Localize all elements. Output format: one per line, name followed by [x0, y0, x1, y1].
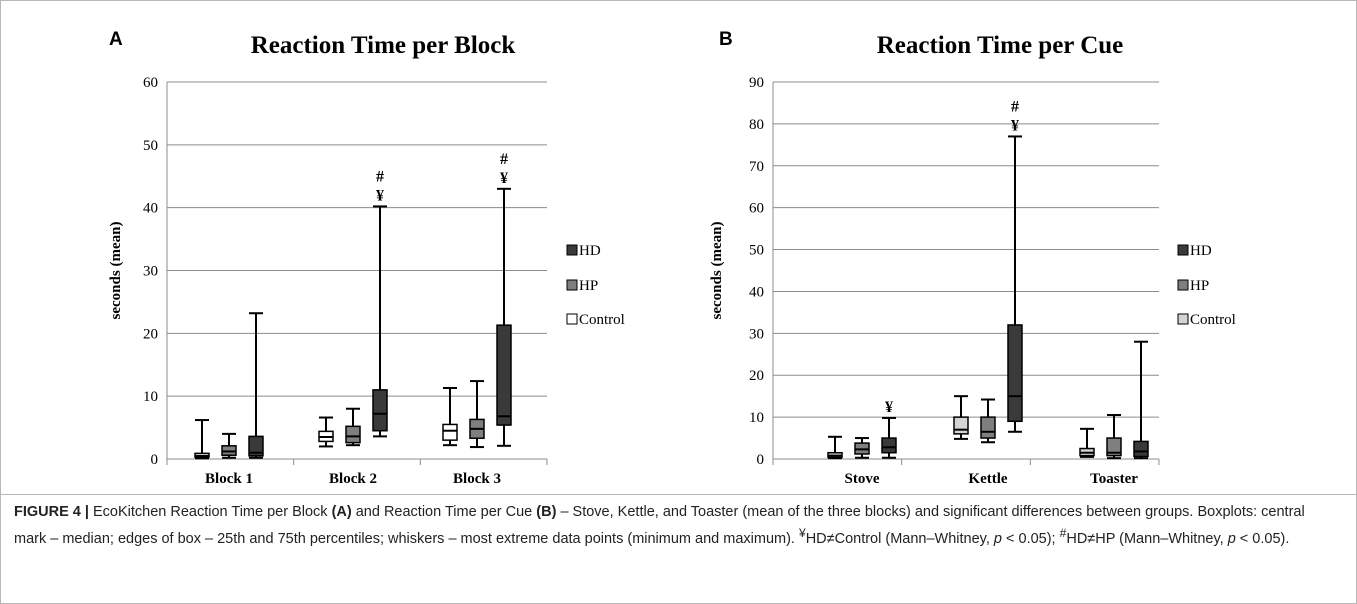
caption-part1: EcoKitchen Reaction Time per Block: [93, 504, 328, 520]
caption-panel-b-ref: (B): [536, 504, 557, 520]
x-category-label: Block 2: [329, 471, 377, 487]
figure-caption: FIGURE 4 | EcoKitchen Reaction Time per …: [14, 502, 1339, 550]
y-axis-label: seconds (mean): [709, 222, 725, 320]
y-tick-label: 30: [143, 264, 158, 280]
y-tick-label: 0: [757, 452, 765, 468]
caption-part2: and Reaction Time per Cue: [355, 504, 533, 520]
boxplot-hd: [496, 187, 512, 447]
box: [345, 425, 361, 444]
box: [881, 437, 897, 454]
legend-entry: Control: [579, 312, 625, 328]
caption-p-symbol: p: [993, 530, 1002, 547]
boxplot-hp: [854, 437, 870, 459]
x-category-label: Block 3: [453, 471, 501, 487]
boxplot-hp: [1106, 414, 1122, 460]
box: [496, 324, 512, 426]
box: [953, 416, 969, 435]
significance-mark: ¥: [500, 170, 508, 187]
y-tick-label: 10: [749, 410, 764, 426]
panel-letter: A: [109, 29, 123, 50]
y-tick-label: 30: [749, 326, 764, 342]
caption-label: FIGURE 4 |: [14, 504, 89, 520]
boxplot-control: [1079, 427, 1095, 458]
caption-part3: – Stove, Kettle, and Toaster (mean of th…: [14, 504, 1305, 547]
legend-entry: HD: [579, 243, 601, 259]
box: [1007, 324, 1023, 423]
significance-mark: #: [376, 168, 384, 185]
legend-entry: HP: [1190, 278, 1209, 294]
caption-part7: < 0.05).: [1239, 530, 1290, 547]
chart-title: Reaction Time per Cue: [877, 32, 1124, 59]
y-tick-label: 80: [749, 117, 764, 133]
figure-charts: A Reaction Time per Block 0 10 20 30 40 50 60 sec…: [108, 29, 1236, 487]
box: [372, 389, 388, 432]
significance-mark: #: [1011, 98, 1019, 115]
box: [1133, 440, 1149, 458]
y-tick-label: 60: [143, 75, 158, 91]
significance-mark: #: [500, 151, 508, 168]
panel-letter: B: [719, 29, 733, 50]
caption-yen-mark: ¥: [798, 526, 806, 540]
x-category-label: Block 1: [205, 471, 253, 487]
y-tick-label: 20: [143, 326, 158, 342]
caption-part5: < 0.05);: [1006, 530, 1056, 547]
legend-swatch: [566, 313, 578, 325]
significance-mark: ¥: [376, 187, 384, 204]
box: [980, 416, 996, 439]
legend-swatch: [566, 244, 578, 256]
caption-panel-a-ref: (A): [331, 504, 352, 520]
x-category-label: Toaster: [1090, 471, 1138, 487]
caption-p-symbol-2: p: [1227, 530, 1236, 547]
y-axis-label: seconds (mean): [108, 222, 124, 320]
y-tick-label: 90: [749, 75, 764, 91]
chart-panel-a: A Reaction Time per Block 0 10 20 30 40 50 60 sec…: [108, 29, 625, 487]
boxplot-control: [827, 435, 843, 460]
x-category-label: Stove: [845, 471, 880, 487]
legend-swatch: [1177, 279, 1189, 291]
chart-title: Reaction Time per Block: [251, 32, 516, 59]
boxplot-control: [953, 395, 969, 440]
boxplot-control: [194, 419, 210, 460]
box: [248, 435, 264, 457]
y-tick-label: 20: [749, 368, 764, 384]
legend-entry: Control: [1190, 312, 1236, 328]
boxplot-hd: [881, 416, 897, 459]
y-tick-label: 50: [749, 243, 764, 259]
legend-entry: HP: [579, 278, 598, 294]
boxplot-hd: [1133, 340, 1149, 460]
caption-part4: HD≠Control (Mann–Whitney,: [805, 530, 990, 547]
caption-hash-mark: #: [1059, 526, 1067, 540]
y-tick-label: 40: [749, 284, 764, 300]
boxplot-hd: [248, 312, 264, 459]
boxplot-control: [442, 386, 458, 447]
boxplot-hp: [980, 398, 996, 444]
y-tick-label: 0: [151, 452, 159, 468]
boxplot-hp: [345, 407, 361, 447]
y-tick-label: 40: [143, 201, 158, 217]
boxplot-hd: [372, 205, 388, 438]
caption-divider: [1, 494, 1356, 495]
caption-part6: HD≠HP (Mann–Whitney,: [1066, 530, 1224, 547]
legend-swatch: [1177, 313, 1189, 325]
boxplot-control: [318, 416, 334, 448]
significance-mark: ¥: [1011, 117, 1019, 134]
y-tick-label: 70: [749, 159, 764, 175]
legend-entry: HD: [1190, 243, 1212, 259]
y-tick-label: 60: [749, 201, 764, 217]
y-tick-label: 10: [143, 389, 158, 405]
box: [442, 423, 458, 441]
boxplot-hp: [469, 380, 485, 449]
significance-mark: ¥: [885, 399, 893, 416]
y-tick-label: 50: [143, 138, 158, 154]
boxplot-hd: [1007, 135, 1023, 433]
x-category-label: Kettle: [968, 471, 1007, 487]
box: [1106, 437, 1122, 457]
chart-panel-b: B Reaction Time per Cue 0 10 20 30 40 50 60 70 80 9…: [709, 29, 1236, 487]
boxplot-hp: [221, 432, 237, 459]
legend-swatch: [566, 279, 578, 291]
legend-swatch: [1177, 244, 1189, 256]
